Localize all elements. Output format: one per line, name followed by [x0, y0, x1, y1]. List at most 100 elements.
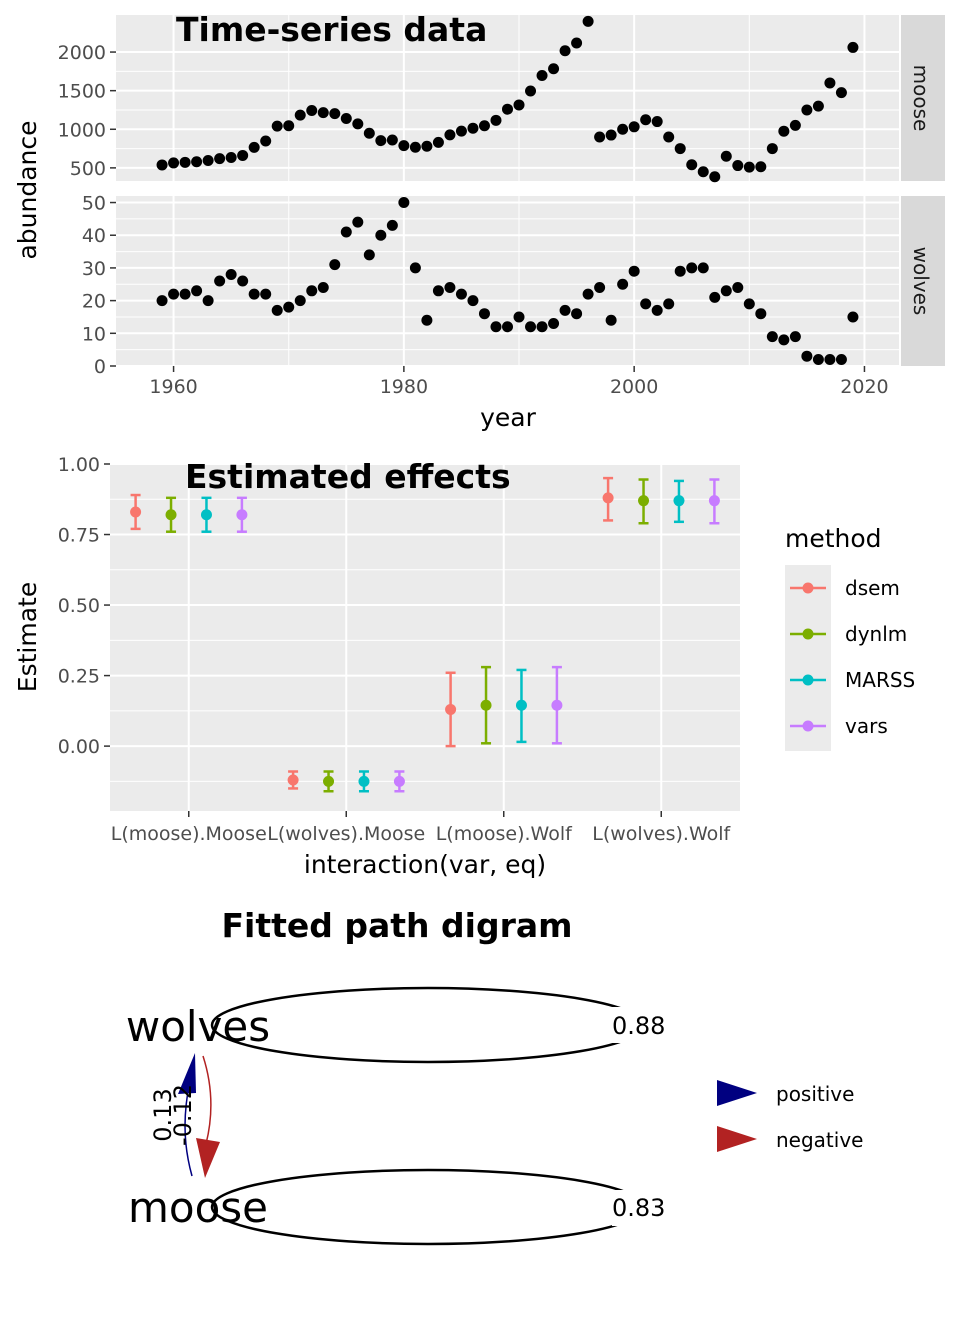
wolves-point — [686, 262, 698, 274]
y-tick-label: 20 — [82, 291, 106, 313]
effects-gridlines — [110, 463, 740, 811]
moose-point — [605, 129, 617, 141]
wolves-point — [467, 295, 479, 307]
wolves-point — [525, 321, 537, 333]
wolves-to-moose-edge — [202, 1055, 212, 1145]
time-series-x-axis: 1960 1980 2000 2020 — [149, 366, 889, 398]
loop-label-clip-right-2 — [674, 1178, 704, 1238]
y-tick-label: 2000 — [58, 42, 106, 64]
vars-legend-point — [802, 720, 814, 732]
wolves-point — [490, 321, 502, 333]
moose-point — [812, 100, 824, 112]
moose-point — [271, 120, 283, 132]
y-tick-label: 0.50 — [58, 595, 100, 617]
wolves-point — [513, 311, 525, 323]
wolves-point — [340, 226, 352, 238]
wolves-point — [306, 285, 318, 297]
moose-y-axis: 500 1000 1500 2000 — [58, 42, 116, 180]
moose-point — [582, 15, 594, 27]
dsem-legend-point — [802, 582, 814, 594]
wolves-point — [375, 229, 387, 241]
wolves-point — [824, 353, 836, 365]
effects-title: Estimated effects — [185, 457, 511, 496]
wolves-to-moose-edge-label: -0.12 — [169, 1084, 197, 1146]
moose-point — [340, 113, 352, 125]
dsem-legend-label: dsem — [845, 576, 900, 600]
moose-point — [755, 161, 767, 173]
effects-y-axis-title: Estimate — [13, 582, 42, 692]
moose-point — [766, 143, 778, 155]
wolves-point — [812, 353, 824, 365]
path-legend: positive negative — [717, 1080, 863, 1152]
y-tick-label: 0.00 — [58, 736, 100, 758]
moose-point — [237, 149, 249, 161]
negative-legend-key — [717, 1126, 757, 1152]
dynlm-legend-point — [802, 628, 814, 640]
wolves-point — [709, 291, 721, 303]
wolves-self-loop — [210, 986, 646, 1064]
moose-point — [536, 69, 548, 81]
dynlm-estimate-point — [638, 495, 650, 507]
moose-point — [467, 122, 479, 134]
moose-point — [363, 127, 375, 139]
wolves-point — [444, 282, 456, 294]
wolves-point — [168, 288, 180, 300]
moose-point — [548, 63, 560, 75]
moose-point — [835, 87, 847, 99]
moose-self-loop-label: 0.83 — [612, 1194, 665, 1222]
dsem-estimate-point — [287, 774, 299, 786]
wolves-point — [697, 262, 709, 274]
moose-point — [260, 135, 272, 147]
moose-point — [686, 159, 698, 171]
moose-point — [525, 85, 537, 97]
y-tick-label: 40 — [82, 225, 106, 247]
moose-point — [640, 114, 652, 126]
moose-point — [478, 120, 490, 132]
moose-point — [225, 152, 237, 164]
moose-point — [720, 150, 732, 162]
x-tick-label: 2020 — [840, 376, 888, 398]
moose-point — [432, 136, 444, 148]
vars-estimate-point — [236, 509, 248, 521]
MARSS-estimate-point — [673, 495, 685, 507]
moose-point — [663, 131, 675, 143]
y-tick-label: 0.25 — [58, 666, 100, 688]
wolves-point — [720, 285, 732, 297]
wolves-point — [755, 308, 767, 320]
wolves-point — [732, 282, 744, 294]
wolves-point — [605, 314, 617, 326]
wolves-point — [628, 265, 640, 277]
moose-point — [743, 161, 755, 173]
loop-label-clip-right — [674, 995, 704, 1055]
wolves-point — [271, 304, 283, 316]
wolves-point — [778, 334, 790, 346]
MARSS-estimate-point — [200, 509, 212, 521]
y-tick-label: 0.75 — [58, 525, 100, 547]
moose-point — [191, 156, 203, 168]
x-tick-label: 2000 — [610, 376, 658, 398]
moose-point — [306, 105, 318, 117]
moose-point — [847, 41, 859, 53]
moose-point — [789, 119, 801, 131]
x-tick-label: L(moose).Moose — [111, 823, 267, 845]
moose-point — [628, 121, 640, 133]
wolves-point — [455, 288, 467, 300]
moose-self-loop — [210, 1168, 646, 1246]
wolves-point — [191, 285, 203, 297]
moose-point — [156, 159, 168, 171]
wolves-point — [502, 321, 513, 333]
moose-point — [317, 107, 329, 119]
moose-point — [421, 140, 433, 152]
vars-estimate-point — [708, 495, 720, 507]
wolves-point — [617, 278, 629, 290]
dsem-estimate-point — [445, 703, 457, 715]
x-tick-label: 1980 — [380, 376, 428, 398]
wolves-node: wolves — [126, 1002, 270, 1051]
wolves-point — [421, 314, 433, 326]
dynlm-estimate-point — [323, 775, 335, 787]
MARSS-legend-point — [802, 674, 814, 686]
wolves-point — [789, 331, 801, 343]
wolves-y-axis: 0 10 20 30 40 50 — [82, 193, 116, 378]
moose-point — [283, 120, 295, 132]
